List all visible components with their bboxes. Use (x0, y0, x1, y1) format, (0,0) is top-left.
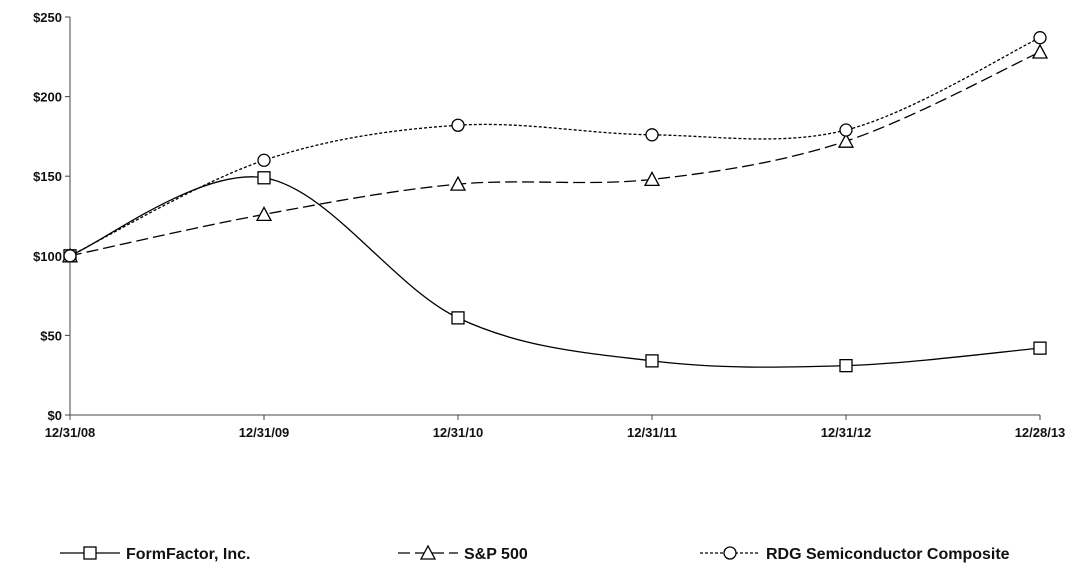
legend-label-s-p-500: S&P 500 (464, 546, 528, 563)
data-point-rdg-semiconductor-composite (1034, 32, 1046, 44)
data-point-s-p-500 (257, 207, 271, 220)
data-point-formfactor-inc (258, 172, 270, 184)
data-point-formfactor-inc (840, 360, 852, 372)
y-tick-label: $200 (33, 90, 62, 105)
data-point-rdg-semiconductor-composite (646, 129, 658, 141)
x-tick-label: 12/31/08 (45, 425, 96, 440)
legend: FormFactor, Inc. S&P 500 RDG Semiconductor… (60, 546, 1010, 563)
data-point-rdg-semiconductor-composite (258, 154, 270, 166)
x-tick-label: 12/31/10 (433, 425, 484, 440)
y-tick-label: $100 (33, 249, 62, 264)
legend-item-rdg-semiconductor-composite: RDG Semiconductor Composite (700, 546, 1010, 563)
series-line-rdg-semiconductor-composite (70, 38, 1040, 256)
series-line-formfactor-inc (70, 177, 1040, 367)
series-line-s-p-500 (70, 52, 1040, 256)
series-formfactor-inc (64, 172, 1046, 372)
series-rdg-semiconductor-composite (64, 32, 1046, 262)
x-tick-label: 12/28/13 (1015, 425, 1066, 440)
legend-item-s-p-500: S&P 500 (398, 546, 528, 563)
data-point-formfactor-inc (1034, 342, 1046, 354)
data-point-formfactor-inc (452, 312, 464, 324)
y-tick-label: $150 (33, 169, 62, 184)
legend-marker-formfactor-inc (84, 547, 96, 559)
data-point-rdg-semiconductor-composite (840, 124, 852, 136)
y-tick-label: $50 (40, 328, 62, 343)
data-point-rdg-semiconductor-composite (452, 119, 464, 131)
data-point-s-p-500 (645, 172, 659, 185)
data-point-rdg-semiconductor-composite (64, 250, 76, 262)
y-tick-label: $0 (48, 408, 62, 423)
x-tick-label: 12/31/12 (821, 425, 872, 440)
series-s-p-500 (63, 45, 1047, 262)
legend-label-rdg-semiconductor-composite: RDG Semiconductor Composite (766, 546, 1010, 563)
legend-marker-rdg-semiconductor-composite (724, 547, 736, 559)
x-tick-label: 12/31/09 (239, 425, 290, 440)
y-tick-label: $250 (33, 10, 62, 25)
legend-label-formfactor-inc: FormFactor, Inc. (126, 546, 250, 563)
data-point-s-p-500 (1033, 45, 1047, 58)
legend-item-formfactor-inc: FormFactor, Inc. (60, 546, 250, 563)
x-tick-label: 12/31/11 (627, 425, 677, 440)
axes: $0 $50 $100 $150 $200 $250 12/31/08 12/31/09 12/… (33, 10, 1065, 440)
data-point-formfactor-inc (646, 355, 658, 367)
series-layer (63, 32, 1047, 372)
